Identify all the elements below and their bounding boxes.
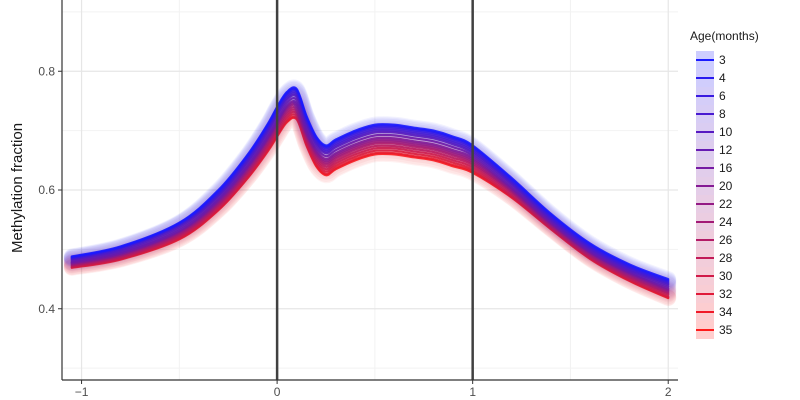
legend-label-28: 28 [719,251,733,265]
series-line-16 [70,97,670,288]
legend-label-20: 20 [719,179,733,193]
series-layer [63,79,677,307]
legend-label-24: 24 [719,215,733,229]
x-axis-ticks: −1 0 1 2 [75,380,672,399]
legend-label-34: 34 [719,305,733,319]
legend-label-4: 4 [719,71,726,85]
y-axis-ticks: 0.4 0.6 0.8 [38,64,62,316]
y-tick-label: 0.4 [38,302,55,316]
y-tick-label: 0.6 [38,183,55,197]
x-tick-label: 1 [469,385,476,399]
series-line-20 [70,100,670,290]
legend-label-3: 3 [719,53,726,67]
legend-label-8: 8 [719,107,726,121]
legend-label-16: 16 [719,161,733,175]
legend-label-26: 26 [719,233,733,247]
series-line-32 [70,113,670,298]
x-tick-label: 0 [274,385,281,399]
x-tick-label: −1 [75,385,89,399]
legend-label-30: 30 [719,269,733,283]
vertical-reference-lines [275,0,474,380]
legend-label-12: 12 [719,143,733,157]
series-line-3 [70,86,670,281]
legend-title: Age(months) [690,29,759,43]
legend-label-6: 6 [719,89,726,103]
series-line-30 [70,110,670,296]
legend-label-10: 10 [719,125,733,139]
legend-label-32: 32 [719,287,733,301]
y-axis-label: Methylation fraction [9,123,26,253]
legend-label-22: 22 [719,197,733,211]
y-tick-label: 0.8 [38,64,55,78]
x-tick-label: 2 [665,385,672,399]
legend-label-35: 35 [719,323,733,337]
